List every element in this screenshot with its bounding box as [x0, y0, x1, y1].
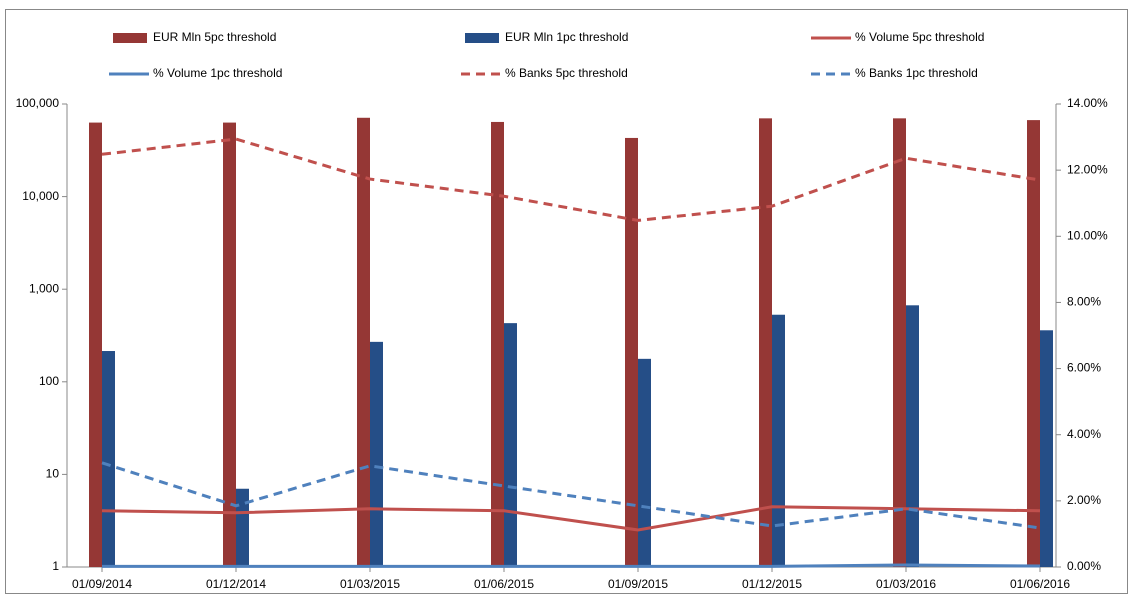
chart-border	[5, 9, 1128, 594]
legend-swatch	[113, 33, 147, 43]
bar	[357, 117, 370, 568]
bar	[223, 122, 236, 568]
bar	[504, 323, 517, 567]
bar	[893, 118, 906, 567]
x-tick-label: 01/03/2015	[340, 577, 400, 591]
x-tick-label: 01/06/2016	[1010, 577, 1070, 591]
legend-label: % Volume 1pc threshold	[153, 66, 282, 80]
bar	[625, 137, 638, 567]
y2-tick-label: 6.00%	[1067, 361, 1101, 375]
x-tick-label: 01/03/2016	[876, 577, 936, 591]
legend-label: EUR Mln 5pc threshold	[153, 30, 276, 44]
bar	[772, 314, 785, 567]
y-tick-label: 10	[46, 467, 60, 481]
bar	[638, 358, 651, 567]
legend-label: % Banks 1pc threshold	[855, 66, 978, 80]
y2-tick-label: 12.00%	[1067, 162, 1108, 176]
y2-tick-label: 14.00%	[1067, 96, 1108, 110]
x-tick-label: 01/09/2014	[72, 577, 132, 591]
x-tick-label: 01/12/2014	[206, 577, 266, 591]
legend-label: EUR Mln 1pc threshold	[505, 30, 628, 44]
y-tick-label: 10,000	[22, 189, 59, 203]
y2-tick-label: 10.00%	[1067, 228, 1108, 242]
x-tick-label: 01/09/2015	[608, 577, 668, 591]
y-tick-label: 100	[39, 374, 59, 388]
legend-swatch	[465, 33, 499, 43]
y-tick-label: 1	[52, 559, 59, 573]
line	[101, 505, 1041, 532]
line	[102, 563, 1041, 568]
bar	[1027, 120, 1040, 568]
y2-tick-label: 2.00%	[1067, 493, 1101, 507]
bar	[491, 121, 504, 568]
bar	[102, 351, 115, 567]
legend-label: % Banks 5pc threshold	[505, 66, 628, 80]
bar	[906, 305, 919, 567]
y2-tick-label: 8.00%	[1067, 295, 1101, 309]
bar	[89, 122, 102, 568]
bar	[759, 118, 772, 567]
y-tick-label: 1,000	[29, 281, 59, 295]
line	[101, 461, 1041, 530]
y2-tick-label: 4.00%	[1067, 427, 1101, 441]
x-tick-label: 01/12/2015	[742, 577, 802, 591]
bar	[1040, 330, 1053, 567]
legend-label: % Volume 5pc threshold	[855, 30, 984, 44]
bar	[370, 341, 383, 567]
y-tick-label: 100,000	[16, 96, 60, 110]
bar	[236, 488, 249, 567]
line	[101, 137, 1041, 222]
y2-tick-label: 0.00%	[1067, 559, 1101, 573]
x-tick-label: 01/06/2015	[474, 577, 534, 591]
